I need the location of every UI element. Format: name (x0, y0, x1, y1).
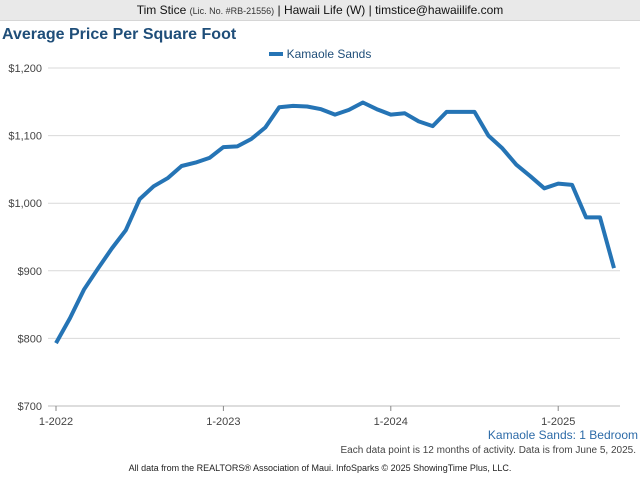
x-tick-label: 1-2023 (206, 416, 240, 428)
series-line (54, 100, 616, 345)
chart-legend: Kamaole Sands (0, 46, 640, 62)
agent-name: Tim Stice (136, 3, 187, 17)
y-tick-label: $800 (18, 333, 42, 345)
chart-subtitle: Kamaole Sands: 1 Bedroom (487, 428, 638, 442)
agent-license: (Lic. No. #RB-21556) (189, 6, 275, 16)
x-tick-label: 1-2022 (39, 416, 73, 428)
x-tick-label: 1-2024 (374, 416, 408, 428)
chart-title: Average Price Per Square Foot (2, 26, 237, 43)
y-tick-label: $700 (18, 401, 42, 413)
y-tick-label: $1,200 (8, 63, 42, 75)
footer-credits: All data from the REALTORS® Association … (128, 463, 512, 473)
y-tick-label: $1,000 (8, 198, 42, 210)
agent-header: Tim Stice (Lic. No. #RB-21556) | Hawaii … (0, 0, 640, 21)
y-tick-label: $900 (18, 266, 42, 278)
legend-label: Kamaole Sands (286, 47, 372, 61)
x-tick-label: 1-2025 (541, 416, 575, 428)
y-tick-label: $1,100 (8, 131, 42, 143)
legend-swatch (268, 51, 283, 56)
data-note: Each data point is 12 months of activity… (340, 445, 636, 456)
agent-contact: | Hawaii Life (W) | timstice@hawaiilife.… (277, 3, 504, 17)
